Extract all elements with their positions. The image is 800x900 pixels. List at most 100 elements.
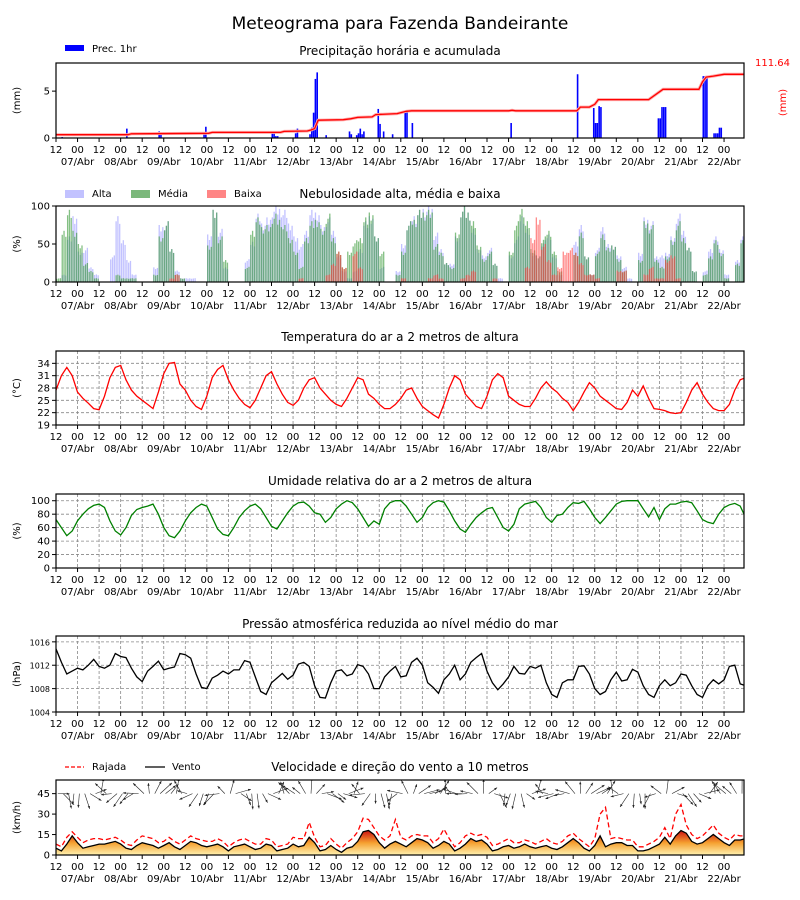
cloud-bar-media (456, 238, 458, 282)
x-tick-label: 00 (718, 289, 731, 300)
y-tick-label: 0 (44, 134, 50, 145)
x-tick-label: 12 (438, 575, 451, 586)
cloud-bar-media (330, 241, 333, 282)
y-tick-label: 0 (44, 564, 50, 575)
x-date-label: 22/Abr (707, 587, 741, 598)
wind-arrow-head (708, 796, 712, 799)
cloud-bar-media (65, 236, 67, 282)
cloud-bar-baixa (573, 255, 575, 282)
x-date-label: 14/Abr (363, 157, 397, 168)
plot-frame (55, 205, 745, 283)
wind-arrow-head (713, 783, 717, 787)
x-tick-label: 00 (244, 432, 257, 443)
wind-arrow-head (643, 805, 647, 809)
wind-arrow-head (555, 789, 559, 792)
x-date-label: 14/Abr (363, 731, 397, 742)
cloud-bar-media (162, 238, 164, 282)
cloud-bar-media (379, 256, 381, 282)
cloud-bar-media (302, 266, 304, 282)
y-tick-label: 28 (37, 384, 50, 395)
x-tick-label: 12 (50, 289, 63, 300)
cloud-bar-alta (298, 249, 300, 282)
cloud-bar-baixa (524, 267, 527, 282)
x-tick-label: 12 (567, 145, 580, 156)
x-date-label: 12/Abr (276, 874, 310, 885)
cloud-bar-media (334, 243, 336, 282)
cloud-bar-baixa (593, 274, 595, 282)
cloud-bar-media (467, 212, 469, 282)
cloud-bar-alta (497, 278, 500, 282)
cloud-bar-media (435, 246, 437, 282)
x-date-label: 10/Abr (190, 444, 224, 455)
x-date-label: 17/Abr (492, 731, 526, 742)
panel-pressure: Pressão atmosférica reduzida ao nível mé… (12, 617, 745, 742)
x-tick-label: 00 (373, 719, 386, 730)
wind-arrow-head (446, 792, 449, 795)
x-tick-label: 00 (675, 862, 688, 873)
cloud-bar-media (300, 267, 302, 282)
cloud-bar-media (57, 278, 60, 282)
cloud-bar-media (643, 221, 645, 282)
cloud-bar-baixa (469, 275, 471, 282)
cloud-bar-media (225, 260, 227, 282)
precip-bar (359, 128, 362, 138)
x-date-label: 15/Abr (406, 731, 440, 742)
cloud-bar-media (210, 246, 212, 282)
cloud-bar-baixa (591, 275, 593, 282)
cloud-bar-media (268, 231, 270, 282)
cloud-bar-media (440, 252, 442, 282)
x-tick-label: 12 (524, 289, 537, 300)
cloud-bar-media (95, 278, 98, 282)
cloud-bar-media (738, 265, 740, 282)
x-tick-label: 00 (675, 289, 688, 300)
cloud-bar-media (350, 252, 353, 282)
plot-area (56, 780, 744, 855)
cloud-bar-media (657, 262, 660, 282)
x-date-label: 14/Abr (363, 444, 397, 455)
cloud-bar-baixa (302, 278, 304, 282)
cloud-bar-alta (300, 246, 302, 282)
x-tick-label: 12 (136, 575, 149, 586)
cloud-bar-alta (154, 269, 157, 282)
cloud-bar-media (377, 238, 379, 282)
x-tick-label: 12 (610, 862, 623, 873)
wind-arrow-head (354, 795, 358, 799)
x-tick-label: 00 (330, 862, 343, 873)
x-tick-label: 12 (481, 432, 494, 443)
x-tick-label: 00 (330, 719, 343, 730)
x-tick-label: 12 (222, 289, 235, 300)
x-tick-label: 00 (71, 432, 84, 443)
precip-bar (406, 111, 408, 138)
cloud-bar-media (133, 278, 135, 282)
wind-arrow-head (436, 789, 440, 792)
cloud-bar-media (469, 220, 471, 282)
x-tick-label: 00 (588, 575, 601, 586)
x-tick-label: 00 (200, 862, 213, 873)
y-axis-label: (km/h) (12, 801, 23, 834)
x-date-label: 16/Abr (449, 731, 483, 742)
cloud-bar-media (688, 247, 690, 282)
x-tick-label: 12 (653, 289, 666, 300)
cloud-bar-media (578, 236, 581, 282)
x-tick-label: 12 (179, 719, 192, 730)
x-date-label: 13/Abr (319, 587, 353, 598)
x-date-label: 13/Abr (319, 731, 353, 742)
cloud-bar-media (284, 225, 286, 282)
x-date-label: 11/Abr (233, 731, 267, 742)
cloud-bar-baixa (673, 256, 676, 282)
precip-bar (357, 133, 360, 138)
precip-bar (275, 136, 277, 138)
x-tick-label: 12 (265, 862, 278, 873)
cloud-bar-baixa (675, 278, 678, 282)
cloud-bar-media (368, 212, 370, 282)
pressure-line (56, 648, 744, 699)
cloud-bar-media (183, 278, 186, 282)
wind-arrow-head (690, 801, 694, 805)
x-tick-label: 00 (287, 719, 300, 730)
y-tick-label: 100 (31, 496, 50, 507)
x-tick-label: 12 (524, 575, 537, 586)
x-date-label: 09/Abr (147, 874, 181, 885)
x-tick-label: 12 (351, 432, 364, 443)
precip-bar (391, 134, 394, 138)
cloud-bar-baixa (539, 219, 541, 282)
